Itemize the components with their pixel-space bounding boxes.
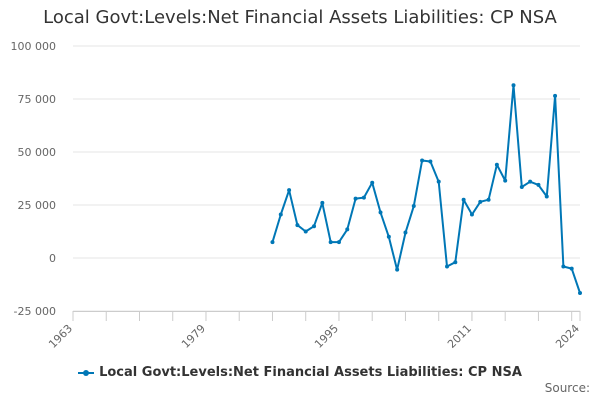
- legend-swatch-icon: [78, 369, 95, 376]
- data-point: [420, 158, 425, 163]
- data-point: [469, 212, 474, 217]
- data-point: [295, 223, 300, 228]
- series-plot: [270, 83, 582, 295]
- data-point: [395, 267, 400, 272]
- x-axis: 1963 1979 1995 2011 2024: [46, 311, 582, 351]
- x-tick-label: 1995: [312, 322, 341, 351]
- data-point: [270, 240, 275, 245]
- data-point: [445, 264, 450, 269]
- y-tick-label: 100 000: [11, 40, 57, 53]
- data-point: [312, 224, 317, 229]
- y-tick-label: 25 000: [18, 199, 57, 212]
- data-point: [544, 194, 549, 199]
- legend-label: Local Govt:Levels:Net Financial Assets L…: [99, 365, 522, 380]
- data-point: [436, 179, 441, 184]
- data-point: [494, 162, 499, 167]
- x-tick-label: 2011: [445, 322, 474, 351]
- data-point: [519, 184, 524, 189]
- data-point: [561, 264, 566, 269]
- data-point: [486, 197, 491, 202]
- data-point: [453, 260, 458, 265]
- data-point: [528, 179, 533, 184]
- data-point: [553, 93, 558, 98]
- legend[interactable]: Local Govt:Levels:Net Financial Assets L…: [0, 365, 600, 380]
- y-tick-label: 75 000: [18, 93, 57, 106]
- x-tick-label: 1963: [46, 322, 75, 351]
- data-point: [536, 182, 541, 187]
- data-point: [578, 290, 582, 295]
- y-tick-label: -25 000: [14, 305, 56, 318]
- y-axis-tick-labels: -25 000 0 25 000 50 000 75 000 100 000: [11, 40, 57, 318]
- data-point: [328, 240, 333, 245]
- data-point: [378, 210, 383, 215]
- data-point: [461, 197, 466, 202]
- chart-title: Local Govt:Levels:Net Financial Assets L…: [43, 7, 557, 28]
- data-point: [403, 230, 408, 235]
- data-point: [386, 234, 391, 239]
- data-point: [353, 196, 358, 201]
- x-tick-label: 1979: [179, 322, 208, 351]
- data-point: [287, 188, 292, 193]
- data-point: [278, 212, 283, 217]
- data-point: [411, 204, 416, 209]
- x-tick-label: 2024: [553, 322, 582, 351]
- data-point: [345, 227, 350, 232]
- source-label: Source:: [544, 381, 590, 395]
- data-point: [478, 199, 483, 204]
- data-point: [370, 180, 375, 185]
- data-point: [336, 240, 341, 245]
- data-point: [361, 195, 366, 200]
- series-line: [271, 84, 581, 294]
- y-tick-label: 50 000: [18, 146, 57, 159]
- data-point: [320, 200, 325, 205]
- data-point: [303, 229, 308, 234]
- data-point: [503, 178, 508, 183]
- y-tick-label: 0: [49, 252, 56, 265]
- data-point: [569, 266, 574, 271]
- data-point: [511, 83, 516, 88]
- data-point: [428, 159, 433, 164]
